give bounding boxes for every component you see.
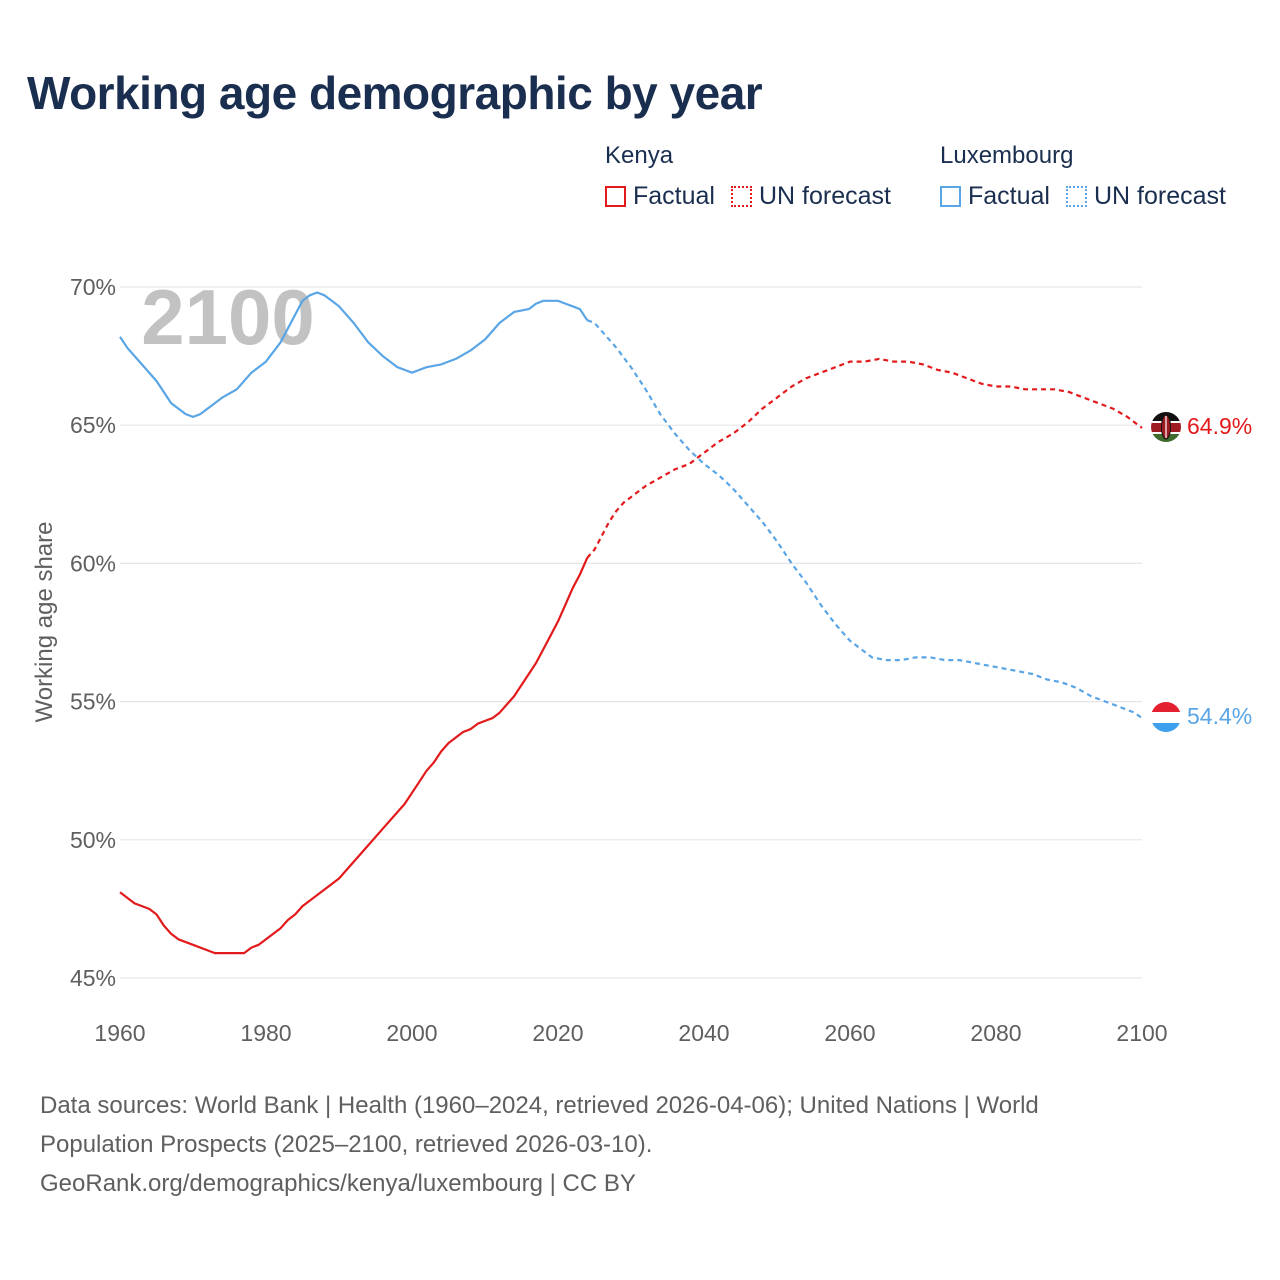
x-tick-label: 2000: [386, 1020, 437, 1046]
kenya-end-value-label: 64.9%: [1187, 413, 1252, 439]
legend-label: Factual: [968, 182, 1050, 210]
legend-label: Factual: [633, 182, 715, 210]
legend-item-luxembourg-forecast[interactable]: UN forecast: [1065, 182, 1226, 211]
luxembourg-factual-line[interactable]: [119, 291, 589, 418]
luxembourg-flag-icon: [1151, 702, 1181, 732]
legend-swatch-dotted-icon: [1065, 186, 1087, 207]
legend-country-kenya: Kenya: [605, 142, 674, 169]
kenya-factual-line[interactable]: [119, 557, 589, 955]
y-tick-label: 55%: [70, 689, 116, 715]
legend-country-luxembourg: Luxembourg: [940, 142, 1074, 169]
kenya-forecast-line[interactable]: [586, 357, 1143, 559]
legend-item-kenya-forecast[interactable]: UN forecast: [730, 182, 891, 211]
legend-item-luxembourg-factual[interactable]: Factual: [940, 182, 1050, 211]
legend-item-kenya-factual[interactable]: Factual: [605, 182, 715, 211]
legend-label: UN forecast: [1093, 182, 1226, 210]
luxembourg-end-value-label: 54.4%: [1187, 703, 1252, 729]
y-tick-label: 70%: [70, 274, 116, 300]
x-tick-label: 2060: [824, 1020, 875, 1046]
legend-swatch-solid-icon: [940, 186, 961, 207]
footer-line-1: Data sources: World Bank | Health (1960–…: [40, 1092, 1039, 1119]
x-tick-label: 2020: [532, 1020, 583, 1046]
x-tick-label: 1980: [240, 1020, 291, 1046]
footer-line-2: Population Prospects (2025–2100, retriev…: [40, 1131, 653, 1158]
y-axis-label: Working age share: [31, 522, 58, 723]
legend-label: UN forecast: [758, 182, 891, 210]
y-tick-label: 45%: [70, 965, 116, 991]
legend-group-kenya: Kenya Factual UN forecast: [605, 142, 891, 211]
x-tick-label: 1960: [94, 1020, 145, 1046]
legend-swatch-solid-icon: [605, 186, 626, 207]
kenya-flag-icon: [1151, 412, 1181, 442]
line-chart: 2100 45% 50% 55% 60% 65% 70% 1960 1980 2000 2020…: [31, 273, 1252, 1046]
chart-title: Working age demographic by year: [27, 67, 763, 119]
luxembourg-forecast-line[interactable]: [586, 319, 1143, 720]
x-tick-label: 2100: [1116, 1020, 1167, 1046]
x-tick-label: 2040: [678, 1020, 729, 1046]
legend-swatch-dotted-icon: [730, 186, 752, 207]
y-tick-label: 60%: [70, 550, 116, 576]
y-tick-label: 65%: [70, 412, 116, 438]
x-tick-label: 2080: [970, 1020, 1021, 1046]
footer-link[interactable]: GeoRank.org/demographics/kenya/luxembour…: [40, 1170, 636, 1197]
y-tick-label: 50%: [70, 827, 116, 853]
year-watermark: 2100: [141, 273, 315, 361]
footer-sources: Data sources: World Bank | Health (1960–…: [40, 1086, 1230, 1203]
legend-group-luxembourg: Luxembourg Factual UN forecast: [940, 142, 1226, 211]
